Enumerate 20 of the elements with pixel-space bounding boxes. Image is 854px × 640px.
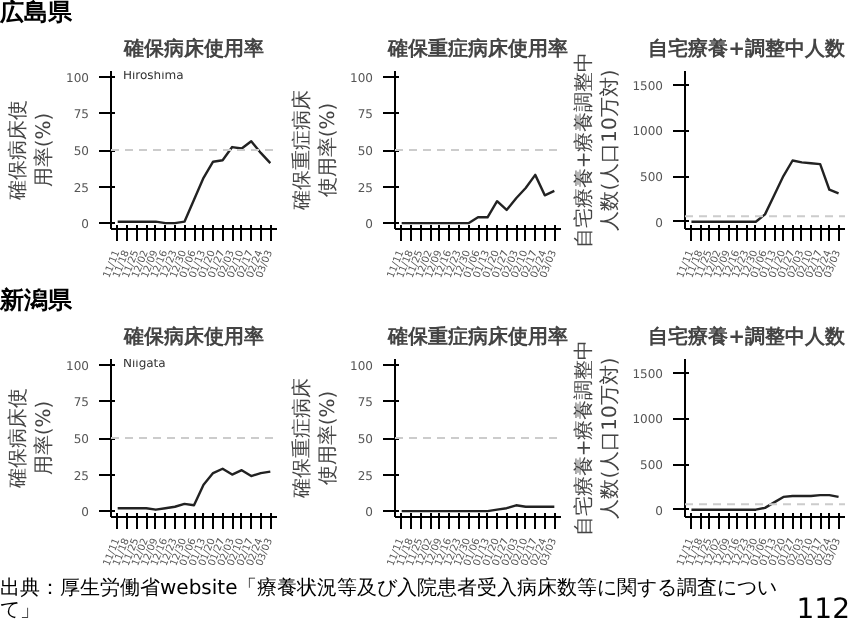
line-series	[116, 140, 272, 225]
source-note: 出典：厚生労働省website「療養状況等及び入院患者受入病床数等に関する調査について」	[0, 578, 780, 622]
chart-title: 確保病床使用率	[122, 37, 264, 61]
chart-title: 自宅療養+調整中人数	[648, 325, 847, 349]
text: 新潟県	[0, 286, 72, 314]
line-series	[690, 493, 840, 511]
y-axis-title: 確保重症病床使用率(%)	[289, 378, 341, 500]
line-series	[690, 159, 840, 223]
chart-title: 確保重症病床使用率	[386, 325, 568, 349]
y-axis-title: 確保病床使用率(%)	[5, 388, 57, 490]
y-axis-title: 自宅療養+療養調整中人数(人口10万対)	[572, 339, 623, 537]
text: 112	[796, 594, 850, 626]
chart-title: 確保病床使用率	[122, 325, 264, 349]
line-series	[400, 173, 556, 225]
line-series	[116, 467, 272, 511]
chart-title: 自宅療養+調整中人数	[648, 37, 847, 61]
y-axis-title: 確保重症病床使用率(%)	[289, 90, 341, 212]
y-axis-title: 自宅療養+療養調整中人数(人口10万対)	[572, 51, 623, 249]
y-axis-title: 確保病床使用率(%)	[5, 100, 57, 202]
chart-title: 確保重症病床使用率	[386, 37, 568, 61]
